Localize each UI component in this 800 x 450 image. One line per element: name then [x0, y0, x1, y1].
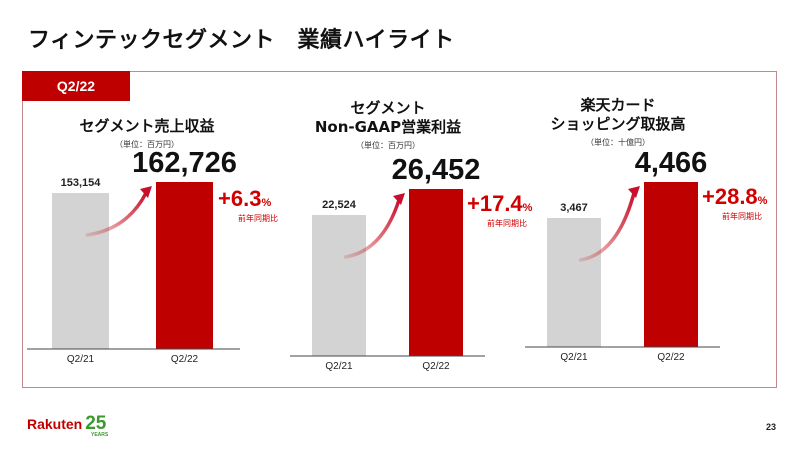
panel-1-bar-Q2-21 — [52, 193, 109, 349]
panel-2-arrow-head-icon — [393, 193, 405, 205]
panel-2-bar-Q2-22 — [409, 189, 463, 356]
panel-3-growth-arrow — [578, 191, 636, 262]
panel-3-title-line-2: ショッピング取扱高 — [550, 115, 686, 133]
logo-years: YEARS — [91, 432, 109, 438]
panel-1-arrow-head-icon — [140, 186, 152, 198]
panel-2-value-label-current: 26,452 — [391, 154, 481, 186]
panel-1-growth-rate: +6.3% — [218, 186, 271, 212]
panel-1-x-tick-1: Q2/21 — [66, 354, 95, 365]
growth-value: +6.3 — [218, 186, 262, 211]
panel-3-bar-Q2-21 — [547, 218, 601, 347]
panel-1-yoy-label: 前年同期比 — [238, 214, 278, 223]
panel-2-growth-rate: +17.4% — [467, 191, 532, 217]
growth-value: +28.8 — [702, 184, 758, 209]
panel-3-value-label-current: 4,466 — [634, 147, 708, 179]
highlight-frame — [22, 71, 777, 388]
panel-1-value-label-current: 162,726 — [132, 147, 237, 179]
page-title: フィンテックセグメント 業績ハイライト — [28, 28, 455, 53]
panel-1-title: セグメント売上収益 — [79, 117, 215, 135]
panel-3-x-tick-2: Q2/22 — [657, 352, 685, 363]
panel-1-value-label-prior: 153,154 — [60, 177, 101, 189]
panel-3-arrow-head-icon — [628, 186, 640, 198]
growth-percent-sign: % — [757, 195, 768, 207]
panel-2-x-tick-1: Q2/21 — [325, 361, 353, 372]
logo-brand: Rakuten — [27, 416, 83, 432]
panel-1-growth-arrow — [85, 191, 148, 237]
panel-1-bar-Q2-22 — [156, 182, 213, 349]
growth-value: +17.4 — [467, 191, 523, 216]
panel-3-unit: （単位：十億円） — [586, 138, 650, 147]
panel-3-value-label-prior: 3,467 — [560, 202, 588, 214]
panel-3-x-tick-1: Q2/21 — [560, 352, 588, 363]
panel-3-growth-rate: +28.8% — [702, 184, 767, 210]
rakuten-25-years-logo: Rakuten 25 YEARS — [27, 413, 108, 438]
panel-1-x-tick-2: Q2/22 — [170, 354, 199, 365]
panel-2-title-line-2: Non-GAAP営業利益 — [314, 118, 462, 136]
growth-percent-sign: % — [522, 202, 533, 214]
page-number: 23 — [765, 422, 776, 432]
panel-3-title-line-1: 楽天カード — [580, 96, 656, 114]
panel-3-bar-Q2-22 — [644, 182, 698, 347]
panel-1-unit: （単位：百万円） — [115, 140, 179, 149]
period-tab: Q2/22 — [22, 71, 130, 101]
logo-anniversary: 25 — [85, 413, 107, 434]
panel-2-growth-arrow — [343, 198, 401, 259]
panel-2-value-label-prior: 22,524 — [322, 199, 356, 211]
panel-2-yoy-label: 前年同期比 — [487, 219, 527, 228]
panel-2-unit: （単位：百万円） — [356, 141, 420, 150]
panel-2-x-tick-2: Q2/22 — [422, 361, 450, 372]
panel-2-bar-Q2-21 — [312, 215, 366, 356]
growth-percent-sign: % — [261, 197, 272, 209]
panel-2-title-line-1: セグメント — [350, 99, 426, 117]
panel-3-yoy-label: 前年同期比 — [722, 212, 762, 221]
